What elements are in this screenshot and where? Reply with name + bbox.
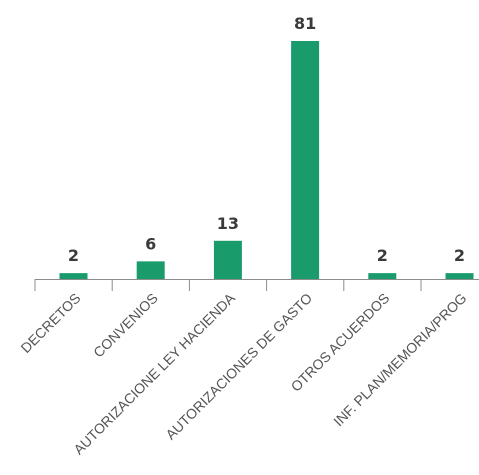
x-ticks-group (34, 279, 422, 291)
bar-value-label-1: 2 (68, 246, 79, 265)
x-tick-label-6: INF. PLAN/MEMORIA/PROG (330, 290, 469, 429)
bar-4 (291, 41, 320, 279)
x-tick-label-2: CONVENIOS (90, 290, 161, 361)
bar-2 (136, 261, 165, 279)
bar-value-label-6: 2 (454, 246, 465, 265)
bar-5 (368, 273, 397, 279)
bar-value-label-2: 6 (145, 234, 156, 253)
bar-value-label-4: 81 (294, 14, 316, 33)
x-tick-label-1: DECRETOS (17, 290, 83, 356)
bar-value-label-5: 2 (377, 246, 388, 265)
data-labels-group: 2 6 13 81 2 2 (68, 14, 465, 265)
x-tick-label-4: AUTORIZACIONES DE GASTO (162, 290, 315, 443)
x-tick-label-3: AUTORIZACIONE LEY HACIENDA (70, 289, 238, 457)
bar-6 (445, 273, 474, 279)
bar-1 (59, 273, 88, 279)
bar-value-label-3: 13 (217, 214, 239, 233)
bars-group (59, 41, 474, 279)
bar-3 (213, 240, 242, 279)
